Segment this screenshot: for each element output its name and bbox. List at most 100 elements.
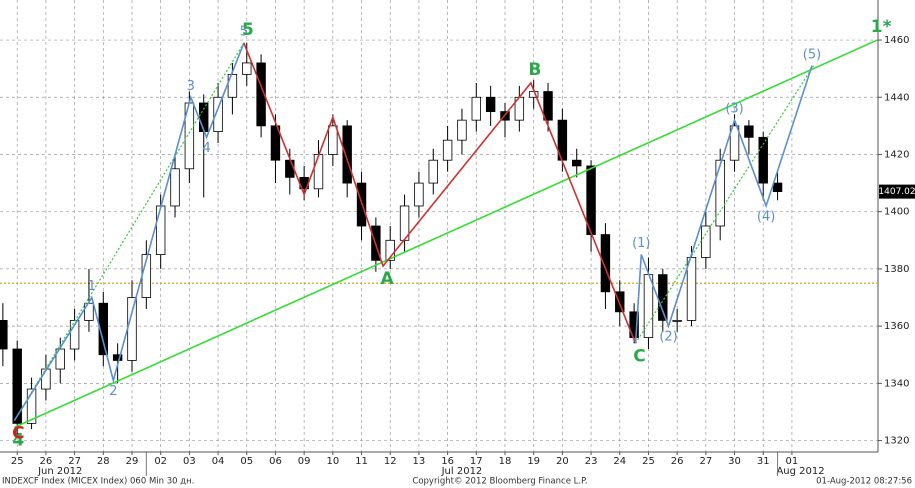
candle-body (385, 239, 395, 261)
x-tick-label: 20 (556, 456, 569, 467)
candle-body (328, 125, 338, 155)
candle-body (572, 159, 582, 167)
wave-label: 1* (871, 17, 892, 37)
wave-line (13, 42, 245, 421)
x-tick-label: 27 (68, 456, 81, 467)
candle-body (12, 348, 22, 424)
x-tick-label: 30 (728, 456, 741, 467)
y-tick-label: 1420 (884, 149, 909, 160)
wave-label: (5) (803, 47, 821, 62)
candle-body (428, 159, 438, 184)
wave-label: B (528, 60, 541, 80)
footer-right: 01-Aug-2012 08:27:56 (816, 477, 912, 487)
candle-body (26, 388, 37, 424)
x-tick-label: 17 (470, 456, 483, 467)
candle-body (242, 62, 252, 75)
x-tick-label: 28 (97, 456, 110, 467)
x-tick-label: 24 (613, 456, 626, 467)
y-tick-label: 1400 (884, 207, 909, 218)
candle-body (543, 91, 553, 121)
candle-body (471, 96, 482, 121)
candle-body (227, 73, 238, 98)
candle-body (686, 257, 697, 321)
x-tick-label: 26 (40, 456, 53, 467)
month-label: Aug 2012 (776, 466, 824, 477)
wave-line (13, 42, 245, 421)
wave-label: (3) (725, 102, 743, 117)
x-tick-label: 27 (699, 456, 712, 467)
x-tick-label: 11 (355, 456, 368, 467)
candle-body (285, 159, 295, 178)
candle-body (155, 205, 166, 256)
candle-body (170, 168, 180, 207)
month-label: Jun 2012 (37, 466, 82, 477)
candle-body (213, 96, 223, 132)
candle-body (701, 225, 711, 258)
x-tick-label: 25 (642, 456, 655, 467)
candle-body (629, 311, 639, 338)
candle-body (672, 320, 682, 322)
candle-body (313, 154, 324, 190)
candle-body (442, 139, 453, 161)
x-tick-label: 31 (757, 456, 770, 467)
x-tick-label: 18 (499, 456, 512, 467)
candle-body (41, 368, 51, 390)
candle-body (729, 125, 740, 161)
wave-label: C (633, 346, 645, 366)
x-tick-label: 19 (527, 456, 540, 467)
y-tick-label: 1380 (884, 264, 909, 275)
candle-body (772, 182, 783, 193)
x-tick-label: 13 (413, 456, 426, 467)
candle-body (485, 96, 496, 112)
month-label: Jul 2012 (441, 466, 483, 477)
candle-body (112, 354, 123, 361)
x-tick-label: 16 (441, 456, 454, 467)
last-price-box (879, 184, 915, 199)
candle-body (199, 102, 209, 132)
wave-label: (2) (659, 330, 677, 345)
wave-label: A (380, 269, 394, 289)
x-tick-label: 12 (384, 456, 397, 467)
wave-line (635, 65, 814, 344)
x-tick-label: 01 (786, 456, 799, 467)
wave-line (243, 42, 637, 344)
wave-label: 3 (187, 79, 195, 94)
wave-label: 5 (240, 24, 248, 39)
wave-line (634, 65, 813, 344)
x-tick-label: 06 (269, 456, 282, 467)
candle-body (256, 62, 266, 127)
x-tick-label: 25 (11, 456, 24, 467)
wave-label: C (12, 424, 24, 444)
wave-label: 4 (202, 141, 210, 156)
y-tick-label: 1460 (884, 35, 909, 46)
x-tick-label: 26 (671, 456, 684, 467)
x-tick-label: 04 (212, 456, 225, 467)
candle-body (457, 119, 467, 141)
candle-body (98, 302, 108, 356)
candle-body (600, 234, 611, 293)
x-tick-label: 05 (240, 456, 253, 467)
y-tick-label: 1340 (884, 378, 909, 389)
last-price-label: 1407.02 (878, 187, 915, 197)
wave-label: 4 (12, 430, 24, 450)
candle-body (270, 125, 281, 161)
candle-body (715, 159, 725, 227)
x-tick-label: 10 (326, 456, 339, 467)
candle-body (127, 297, 137, 361)
wave-label: 1 (88, 279, 96, 294)
y-tick-label: 1440 (884, 92, 909, 103)
candle-body (342, 125, 352, 184)
x-tick-label: 02 (154, 456, 167, 467)
candle-body (643, 274, 654, 338)
y-tick-label: 1320 (884, 436, 909, 447)
x-tick-label: 09 (298, 456, 311, 467)
wave-line (14, 39, 878, 429)
candle-body (744, 125, 754, 138)
wave-label: 2 (109, 384, 117, 399)
candle-body (414, 182, 424, 207)
footer-left: INDEXCF Index (MICEX Index) 060 Min 30 д… (2, 477, 194, 487)
y-tick-label: 1360 (884, 321, 909, 332)
wave-label: 5 (242, 20, 254, 40)
